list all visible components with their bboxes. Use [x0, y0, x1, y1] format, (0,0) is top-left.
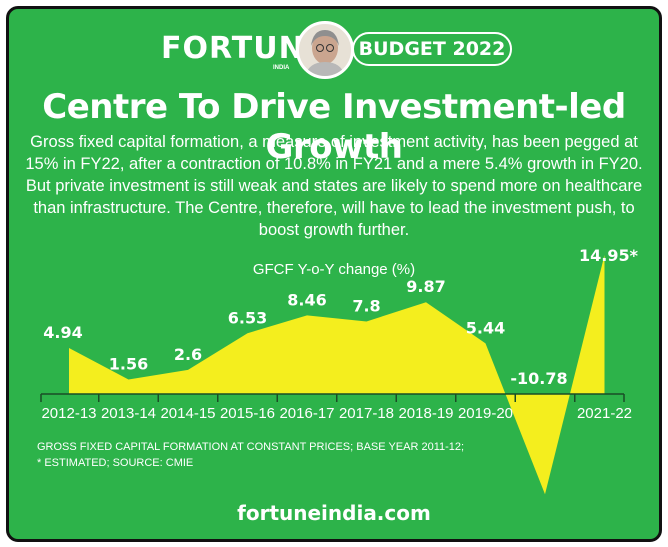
- person-portrait-icon: [296, 21, 354, 79]
- data-label: -10.78: [510, 369, 567, 388]
- data-label: 7.8: [352, 296, 380, 315]
- gfcf-area-chart: 2012-13 2013-14 2014-15 2015-16 2016-17 2017-…: [40, 246, 639, 495]
- data-label: 2.6: [174, 345, 202, 364]
- data-label: 6.53: [228, 308, 267, 327]
- budget-badge: BUDGET 2022: [352, 32, 512, 66]
- x-tick-label: 2017-18: [339, 405, 394, 422]
- x-tick-label: 2012-13: [41, 405, 96, 422]
- source-note-line: GROSS FIXED CAPITAL FORMATION AT CONSTAN…: [37, 441, 465, 453]
- infographic-card: FORTUNE INDIA BUDGET 2022 Centre To Driv…: [6, 6, 662, 542]
- footer-url: fortuneindia.com: [237, 501, 431, 525]
- data-label: 9.87: [406, 277, 445, 296]
- headline: Centre To Drive Investment-led Growth: [42, 87, 626, 167]
- x-tick-label: 2013-14: [101, 405, 156, 422]
- data-label: 5.44: [466, 318, 505, 337]
- brand-sub-label: INDIA: [273, 65, 290, 71]
- description: Gross fixed capital formation, a measure…: [25, 133, 643, 239]
- data-label: 1.56: [109, 354, 148, 373]
- x-tick-label: 2021-22: [577, 405, 632, 422]
- chart-title: GFCF Y-o-Y change (%): [252, 261, 416, 278]
- x-tick-label: 2015-16: [220, 405, 275, 422]
- data-label: 14.95*: [579, 246, 639, 265]
- source-note: GROSS FIXED CAPITAL FORMATION AT CONSTAN…: [37, 439, 637, 471]
- masthead: FORTUNE INDIA BUDGET 2022: [9, 17, 659, 81]
- x-tick-label: 2019-20: [458, 405, 513, 422]
- data-label: 8.46: [287, 290, 326, 309]
- x-tick-label: 2016-17: [279, 405, 334, 422]
- x-tick-label: 2018-19: [398, 405, 453, 422]
- source-note-line: * ESTIMATED; SOURCE: CMIE: [37, 457, 194, 469]
- area-series: [69, 254, 605, 495]
- data-label: 4.94: [43, 323, 82, 342]
- x-tick-label: 2014-15: [160, 405, 215, 422]
